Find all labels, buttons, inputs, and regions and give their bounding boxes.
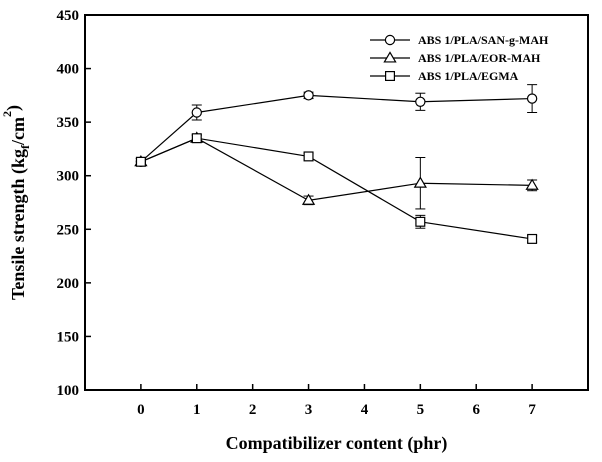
legend-marker bbox=[384, 34, 396, 46]
x-tick-label: 0 bbox=[137, 402, 145, 418]
y-tick-label: 400 bbox=[57, 62, 80, 78]
y-axis-title-part: Tensile strength (kg bbox=[8, 149, 29, 300]
x-axis: 0 1 2 3 4 5 6 7 bbox=[137, 384, 536, 418]
legend-item: ABS 1/PLA/EGMA bbox=[370, 69, 519, 83]
data-point bbox=[303, 151, 314, 162]
legend-marker bbox=[383, 51, 397, 63]
data-point bbox=[191, 107, 202, 118]
series-layer bbox=[134, 84, 539, 244]
series-square bbox=[135, 133, 538, 244]
x-tick-label: 2 bbox=[249, 402, 257, 418]
y-tick-label: 250 bbox=[57, 222, 80, 238]
legend-label: ABS 1/PLA/EOR-MAH bbox=[418, 51, 541, 65]
series-circle bbox=[135, 84, 538, 167]
y-axis-title-part: /cm bbox=[8, 117, 28, 146]
series-line bbox=[140, 137, 533, 201]
legend: ABS 1/PLA/SAN-g-MAH ABS 1/PLA/EOR-MAH ABS … bbox=[370, 33, 549, 83]
y-tick-label: 350 bbox=[57, 115, 80, 131]
y-tick-label: 150 bbox=[57, 329, 80, 345]
y-tick-label: 200 bbox=[57, 276, 80, 292]
y-tick-label: 100 bbox=[57, 383, 80, 399]
y-tick-label: 450 bbox=[57, 8, 80, 24]
data-point bbox=[525, 178, 539, 190]
series-line bbox=[140, 137, 533, 240]
y-tick-label: 300 bbox=[57, 169, 80, 185]
data-point bbox=[527, 233, 538, 244]
y-axis-title-part: ) bbox=[3, 105, 24, 111]
y-axis-title-subscript: f bbox=[18, 144, 32, 149]
legend-label: ABS 1/PLA/EGMA bbox=[418, 69, 519, 83]
y-axis-title-superscript: 2 bbox=[0, 111, 14, 117]
legend-item: ABS 1/PLA/SAN-g-MAH bbox=[370, 33, 549, 47]
data-point bbox=[135, 156, 146, 167]
x-tick-label: 5 bbox=[417, 402, 425, 418]
data-point bbox=[301, 193, 316, 205]
data-point bbox=[191, 133, 202, 144]
data-point bbox=[526, 93, 538, 104]
y-axis-title: Tensile strength (kgf/cm2) bbox=[0, 105, 32, 300]
x-axis-title: Compatibilizer content (phr) bbox=[226, 433, 448, 454]
data-point bbox=[415, 216, 426, 227]
y-axis: 100 150 200 250 300 350 400 450 bbox=[57, 8, 91, 399]
data-point bbox=[413, 176, 427, 188]
x-tick-label: 6 bbox=[472, 402, 480, 418]
x-tick-label: 1 bbox=[193, 402, 201, 418]
data-point bbox=[415, 96, 426, 107]
plot-border bbox=[84, 14, 589, 391]
legend-item: ABS 1/PLA/EOR-MAH bbox=[370, 51, 541, 65]
legend-label: ABS 1/PLA/SAN-g-MAH bbox=[418, 33, 549, 47]
data-point bbox=[303, 90, 314, 101]
x-tick-label: 7 bbox=[528, 402, 536, 418]
legend-marker bbox=[385, 70, 396, 81]
x-tick-label: 3 bbox=[305, 402, 313, 418]
series-triangle bbox=[134, 131, 539, 210]
x-tick-label: 4 bbox=[361, 402, 369, 418]
plot-area bbox=[84, 14, 589, 391]
